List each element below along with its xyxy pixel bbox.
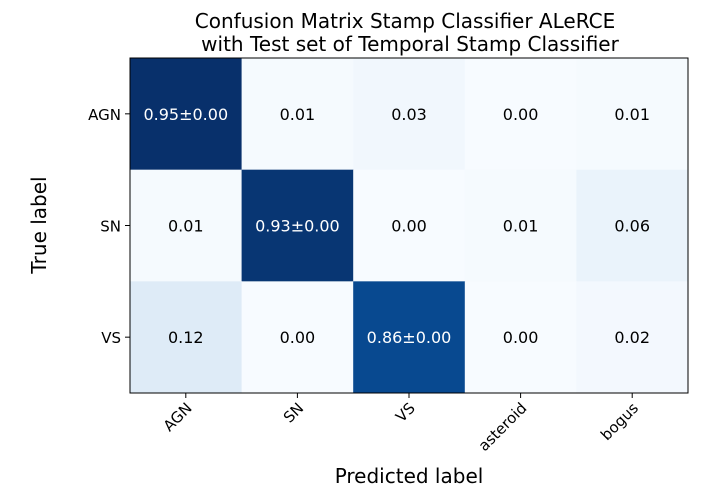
y-axis-label: True label — [27, 176, 51, 274]
cell-value-label: 0.01 — [503, 217, 539, 236]
heatmap-cell — [130, 58, 243, 171]
cell-value-label: 0.00 — [503, 105, 539, 124]
cell-value-label: 0.86±0.00 — [367, 328, 452, 347]
heatmap-cell — [241, 281, 354, 394]
y-axis-ticks: AGN SN VS — [88, 106, 130, 347]
heatmap-cell — [241, 169, 354, 282]
heatmap-cells — [130, 58, 689, 394]
heatmap-cell-labels: 0.95±0.00 0.01 0.03 0.00 0.01 0.01 0.93±0.00 0.… — [143, 105, 650, 347]
cell-value-label: 0.00 — [280, 328, 316, 347]
cell-value-label: 0.02 — [614, 328, 650, 347]
x-tick-label: SN — [280, 399, 307, 426]
cell-value-label: 0.12 — [168, 328, 204, 347]
heatmap-cell — [464, 169, 577, 282]
heatmap-cell — [353, 281, 466, 394]
x-axis-ticks: AGN SN VS asteroid bogus — [160, 393, 642, 455]
heatmap-cell — [130, 281, 243, 394]
cell-value-label: 0.03 — [391, 105, 427, 124]
cell-value-label: 0.01 — [280, 105, 316, 124]
cell-value-label: 0.01 — [168, 217, 204, 236]
cell-value-label: 0.00 — [391, 217, 427, 236]
heatmap-cell — [464, 281, 577, 394]
heatmap-cell — [464, 58, 577, 171]
heatmap-cell — [241, 58, 354, 171]
heatmap-cell — [353, 58, 466, 171]
cell-value-label: 0.95±0.00 — [143, 105, 228, 124]
heatmap-cell — [130, 169, 243, 282]
heatmap-cell — [353, 169, 466, 282]
x-axis-label: Predicted label — [335, 464, 484, 488]
cell-value-label: 0.93±0.00 — [255, 217, 340, 236]
chart-title-line-2: with Test set of Temporal Stamp Classifi… — [201, 32, 619, 56]
chart-title-line-1: Confusion Matrix Stamp Classifier ALeRCE — [195, 9, 615, 33]
cell-value-label: 0.00 — [503, 328, 539, 347]
x-tick-label: AGN — [160, 399, 196, 435]
cell-value-label: 0.06 — [614, 217, 650, 236]
cell-value-label: 0.01 — [614, 105, 650, 124]
y-tick-label: VS — [101, 329, 121, 347]
y-tick-label: SN — [100, 218, 121, 236]
heatmap-cell — [576, 169, 689, 282]
heatmap-cell — [576, 58, 689, 171]
x-tick-label: bogus — [597, 399, 642, 444]
x-tick-label: VS — [392, 399, 419, 426]
y-tick-label: AGN — [88, 106, 121, 124]
heatmap-cell — [576, 281, 689, 394]
x-tick-label: asteroid — [475, 399, 531, 455]
